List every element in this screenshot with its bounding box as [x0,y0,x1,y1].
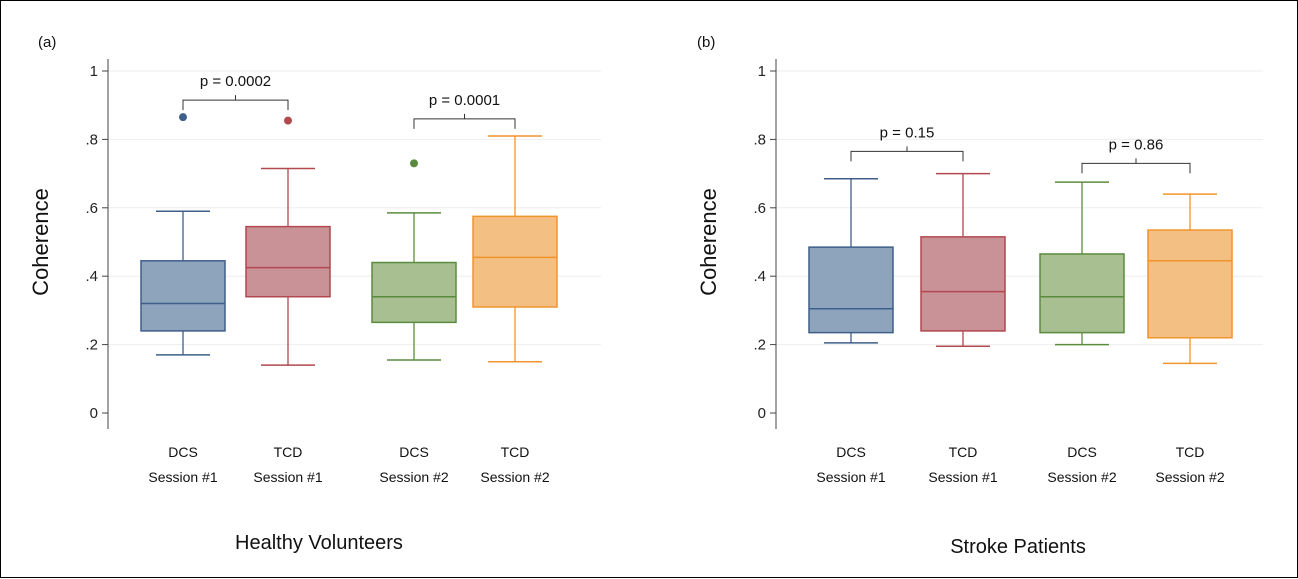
x-tick-label: Session #2 [1047,469,1116,485]
y-tick-label: 1 [758,63,766,80]
box-group [1147,193,1233,365]
y-tick-label: .8 [753,131,766,148]
panel-label: (a) [38,34,56,51]
y-tick-label: 1 [90,63,98,80]
outlier-point [284,116,292,125]
box-group [920,172,1006,348]
x-axis-title: Healthy Volunteers [235,532,403,554]
panel-stroke-patients: (b) 0 .2 .4 .6 .8 1 Coherence DCS Session #1 TCD Se… [696,34,1263,558]
outlier-point [410,159,418,168]
iqr-box [245,225,331,298]
y-axis-label: Coherence [28,188,53,296]
y-tick-label: .4 [753,268,766,285]
y-tick-label: .2 [85,337,98,354]
x-tick-label: Session #2 [480,469,549,485]
x-tick-label: TCD [949,444,978,460]
x-tick-label: Session #1 [816,469,885,485]
x-tick-label: DCS [1067,444,1097,460]
y-tick-label: 0 [90,405,98,422]
y-tick-label: .6 [753,200,766,217]
y-axis-label: Coherence [696,188,721,296]
x-tick-label: Session #1 [148,469,217,485]
iqr-box [808,246,894,334]
significance-bracket [1081,162,1191,174]
significance-bracket [182,99,289,111]
p-value-label: p = 0.0002 [200,73,271,90]
x-tick-label: Session #2 [379,469,448,485]
p-value-label: p = 0.0001 [429,92,500,109]
y-tick-label: .6 [85,200,98,217]
x-tick-label: DCS [168,444,198,460]
box-group [245,116,331,366]
significance-bracket [413,118,516,129]
iqr-box [920,236,1006,332]
x-tick-label: Session #1 [928,469,997,485]
box-group [140,113,226,356]
outlier-point [179,113,187,122]
box-group [371,159,457,361]
iqr-box [371,261,457,324]
box-group [1039,181,1125,346]
y-tick-label: .4 [85,268,98,285]
iqr-box [1039,253,1125,334]
y-tick-label: .8 [85,131,98,148]
x-tick-label: DCS [399,444,429,460]
x-axis-title: Stroke Patients [950,536,1086,558]
x-tick-label: Session #2 [1155,469,1224,485]
x-tick-label: DCS [836,444,866,460]
iqr-box [472,215,558,308]
y-tick-label: .2 [753,337,766,354]
significance-bracket [850,150,964,162]
x-tick-label: Session #1 [253,469,322,485]
x-tick-label: TCD [1176,444,1205,460]
p-value-label: p = 0.15 [880,124,935,141]
panel-healthy-volunteers: (a) 0 .2 .4 .6 .8 1 Coherence DCS Session #1 TCD Se… [28,34,601,554]
box-group [472,135,558,363]
x-tick-label: TCD [501,444,530,460]
iqr-box [140,260,226,332]
iqr-box [1147,229,1233,339]
x-tick-label: TCD [274,444,303,460]
p-value-label: p = 0.86 [1109,136,1164,153]
y-tick-label: 0 [758,405,766,422]
panel-label: (b) [697,34,715,51]
box-group [808,177,894,344]
